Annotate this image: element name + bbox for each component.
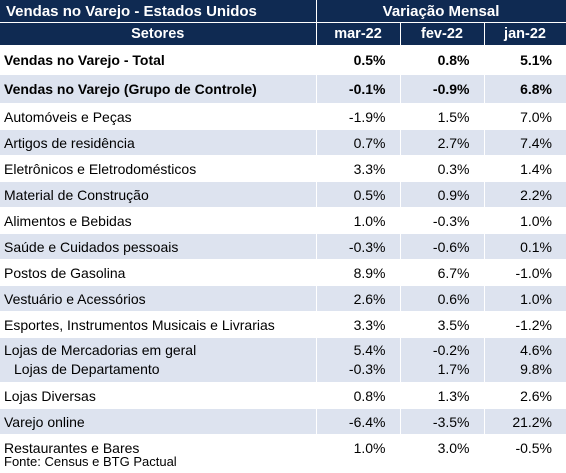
value-cell: 4.6% (520, 342, 553, 358)
header-row-title: Vendas no Varejo - Estados Unidos Variaç… (0, 0, 566, 23)
value-cell: 0.8% (399, 45, 484, 75)
value-cell-pair: -0.2% 1.7% (399, 337, 484, 383)
value-cell: 7.4% (483, 129, 566, 156)
value-cell: 0.5% (315, 181, 400, 208)
value-cell: 0.5% (315, 45, 400, 75)
value-cell: 1.4% (483, 155, 566, 182)
table-row: Vendas no Varejo - Total 0.5% 0.8% 5.1% (0, 45, 566, 75)
value-cell: -1.9% (315, 103, 400, 130)
value-cell: 7.0% (483, 103, 566, 130)
row-label: Eletrônicos e Eletrodomésticos (0, 155, 316, 182)
month-header-2: fev-22 (400, 22, 485, 46)
value-cell: 1.0% (483, 285, 566, 312)
value-cell: 3.3% (315, 311, 400, 338)
value-cell: 0.8% (315, 382, 400, 409)
row-label: Lojas de Mercadorias em geral (4, 342, 197, 358)
value-cell: 0.7% (315, 129, 400, 156)
value-cell: -0.6% (399, 233, 484, 260)
table-row: Varejo online -6.4% -3.5% 21.2% (0, 408, 566, 435)
value-cell: 1.3% (399, 382, 484, 409)
value-cell: 8.9% (315, 259, 400, 286)
table-row: Esportes, Instrumentos Musicais e Livrar… (0, 311, 566, 338)
source-note: Fonte: Census e BTG Pactual (4, 454, 177, 469)
table-row: Material de Construção 0.5% 0.9% 2.2% (0, 181, 566, 208)
value-cell: -1.2% (483, 311, 566, 338)
value-cell: -0.2% (432, 342, 470, 358)
table-row: Postos de Gasolina 8.9% 6.7% -1.0% (0, 259, 566, 286)
row-label: Esportes, Instrumentos Musicais e Livrar… (0, 311, 316, 338)
table-row: Vestuário e Acessórios 2.6% 0.6% 1.0% (0, 285, 566, 312)
month-header-1: mar-22 (316, 22, 401, 46)
table-row-merged: Lojas de Mercadorias em geral Lojas de D… (0, 337, 566, 383)
value-cell: 1.0% (315, 434, 400, 461)
table-row: Vendas no Varejo (Grupo de Controle) -0.… (0, 74, 566, 104)
value-cell: 2.6% (483, 382, 566, 409)
value-cell: 5.1% (483, 45, 566, 75)
sectors-header: Setores (0, 22, 317, 46)
value-cell: 9.8% (520, 361, 553, 377)
value-cell: 0.1% (483, 233, 566, 260)
table-row: Saúde e Cuidados pessoais -0.3% -0.6% 0.… (0, 233, 566, 260)
row-label: Varejo online (0, 408, 316, 435)
value-cell: -0.5% (483, 434, 566, 461)
table-row: Eletrônicos e Eletrodomésticos 3.3% 0.3%… (0, 155, 566, 182)
value-cell: 3.0% (399, 434, 484, 461)
value-cell: 2.7% (399, 129, 484, 156)
value-cell: 6.8% (483, 74, 566, 104)
value-cell: 21.2% (483, 408, 566, 435)
row-label-pair: Lojas de Mercadorias em geral Lojas de D… (0, 337, 316, 383)
row-label: Vendas no Varejo - Total (0, 45, 316, 75)
value-cell: -3.5% (399, 408, 484, 435)
value-cell: -0.9% (399, 74, 484, 104)
table-row: Restaurantes e Bares 1.0% 3.0% -0.5% (0, 434, 566, 461)
table-title: Vendas no Varejo - Estados Unidos (0, 0, 317, 23)
row-label: Vestuário e Acessórios (0, 285, 316, 312)
table-row: Automóveis e Peças -1.9% 1.5% 7.0% (0, 103, 566, 130)
value-cell: 0.9% (399, 181, 484, 208)
value-cell-pair: 4.6% 9.8% (483, 337, 566, 383)
monthly-change-header: Variação Mensal (316, 0, 566, 23)
row-label: Vendas no Varejo (Grupo de Controle) (0, 74, 316, 104)
value-cell: 2.6% (315, 285, 400, 312)
value-cell: 1.5% (399, 103, 484, 130)
value-cell: 6.7% (399, 259, 484, 286)
table-row: Artigos de residência 0.7% 2.7% 7.4% (0, 129, 566, 156)
value-cell: 3.3% (315, 155, 400, 182)
value-cell: -0.3% (315, 233, 400, 260)
value-cell: 3.5% (399, 311, 484, 338)
row-label: Automóveis e Peças (0, 103, 316, 130)
row-label: Restaurantes e Bares (0, 434, 316, 461)
value-cell: -0.3% (399, 207, 484, 234)
row-label: Lojas de Departamento (14, 361, 160, 377)
retail-sales-table-container: Vendas no Varejo - Estados Unidos Variaç… (0, 0, 566, 461)
value-cell: 1.0% (483, 207, 566, 234)
value-cell: 1.0% (315, 207, 400, 234)
value-cell: 1.7% (437, 361, 470, 377)
retail-sales-table: Vendas no Varejo - Estados Unidos Variaç… (0, 0, 566, 461)
row-label: Alimentos e Bebidas (0, 207, 316, 234)
row-label: Postos de Gasolina (0, 259, 316, 286)
row-label: Material de Construção (0, 181, 316, 208)
value-cell: 5.4% (353, 342, 386, 358)
row-label: Lojas Diversas (0, 382, 316, 409)
value-cell: 0.3% (399, 155, 484, 182)
value-cell: 2.2% (483, 181, 566, 208)
value-cell: -1.0% (483, 259, 566, 286)
header-row-columns: Setores mar-22 fev-22 jan-22 (0, 22, 566, 46)
row-label: Artigos de residência (0, 129, 316, 156)
value-cell: -6.4% (315, 408, 400, 435)
value-cell: 0.6% (399, 285, 484, 312)
table-row: Alimentos e Bebidas 1.0% -0.3% 1.0% (0, 207, 566, 234)
table-row: Lojas Diversas 0.8% 1.3% 2.6% (0, 382, 566, 409)
value-cell: -0.1% (315, 74, 400, 104)
row-label: Saúde e Cuidados pessoais (0, 233, 316, 260)
value-cell: -0.3% (348, 361, 386, 377)
value-cell-pair: 5.4% -0.3% (315, 337, 400, 383)
month-header-3: jan-22 (484, 22, 566, 46)
